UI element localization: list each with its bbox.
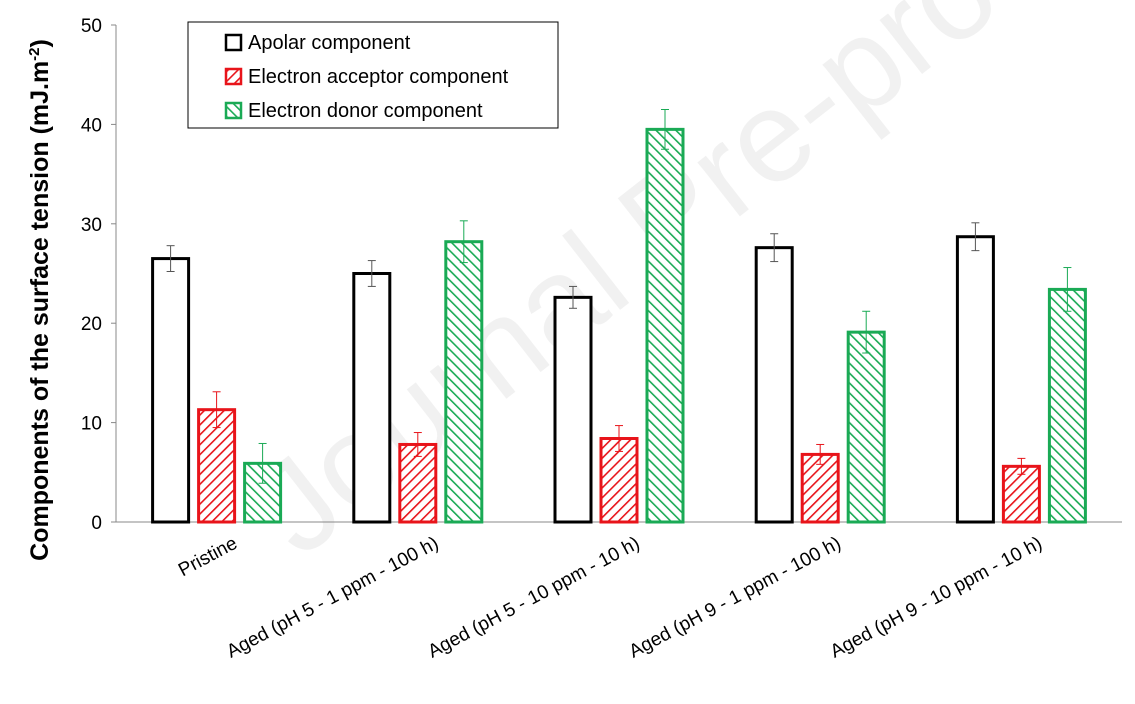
bar-electron-donor: [1047, 287, 1087, 524]
bar-apolar: [553, 295, 593, 524]
bars: [151, 108, 1087, 524]
bar-electron-donor: [645, 127, 685, 524]
legend-swatch: [224, 67, 243, 86]
bar-electron-donor: [846, 330, 886, 524]
legend: Apolar component Electron acceptor compon…: [187, 21, 559, 129]
x-tick-label: Aged (pH 9 - 1 ppm - 100 h): [626, 533, 845, 663]
y-tick-label: 20: [81, 314, 102, 335]
y-axis-label: Components of the surface tension (mJ.m-…: [26, 39, 54, 561]
legend-label: Apolar component: [248, 32, 411, 54]
bar-apolar: [955, 235, 995, 524]
y-tick-label: 50: [81, 16, 102, 37]
bar-apolar: [352, 272, 392, 524]
legend-label: Electron donor component: [248, 100, 483, 122]
bar-electron-acceptor: [398, 442, 438, 524]
y-tick-label: 30: [81, 215, 102, 236]
bar-electron-donor: [444, 240, 484, 524]
legend-swatch: [224, 101, 243, 120]
legend-frame: [187, 21, 559, 129]
bar-apolar: [754, 246, 794, 524]
y-tick-label: 0: [91, 513, 102, 534]
y-tick-label: 10: [81, 414, 102, 435]
y-tick-label: 40: [81, 115, 102, 136]
bar-electron-acceptor: [599, 437, 639, 524]
legend-swatch: [224, 33, 243, 52]
x-tick-label: Aged (pH 9 - 10 ppm - 10 h): [827, 533, 1046, 663]
bar-electron-acceptor: [800, 452, 840, 524]
legend-label: Electron acceptor component: [248, 66, 509, 88]
bar-electron-acceptor: [197, 408, 237, 524]
x-tick-label: Pristine: [175, 533, 241, 581]
x-tick-label: Aged (pH 5 - 10 ppm - 10 h): [425, 533, 644, 663]
bar-apolar: [151, 257, 191, 524]
